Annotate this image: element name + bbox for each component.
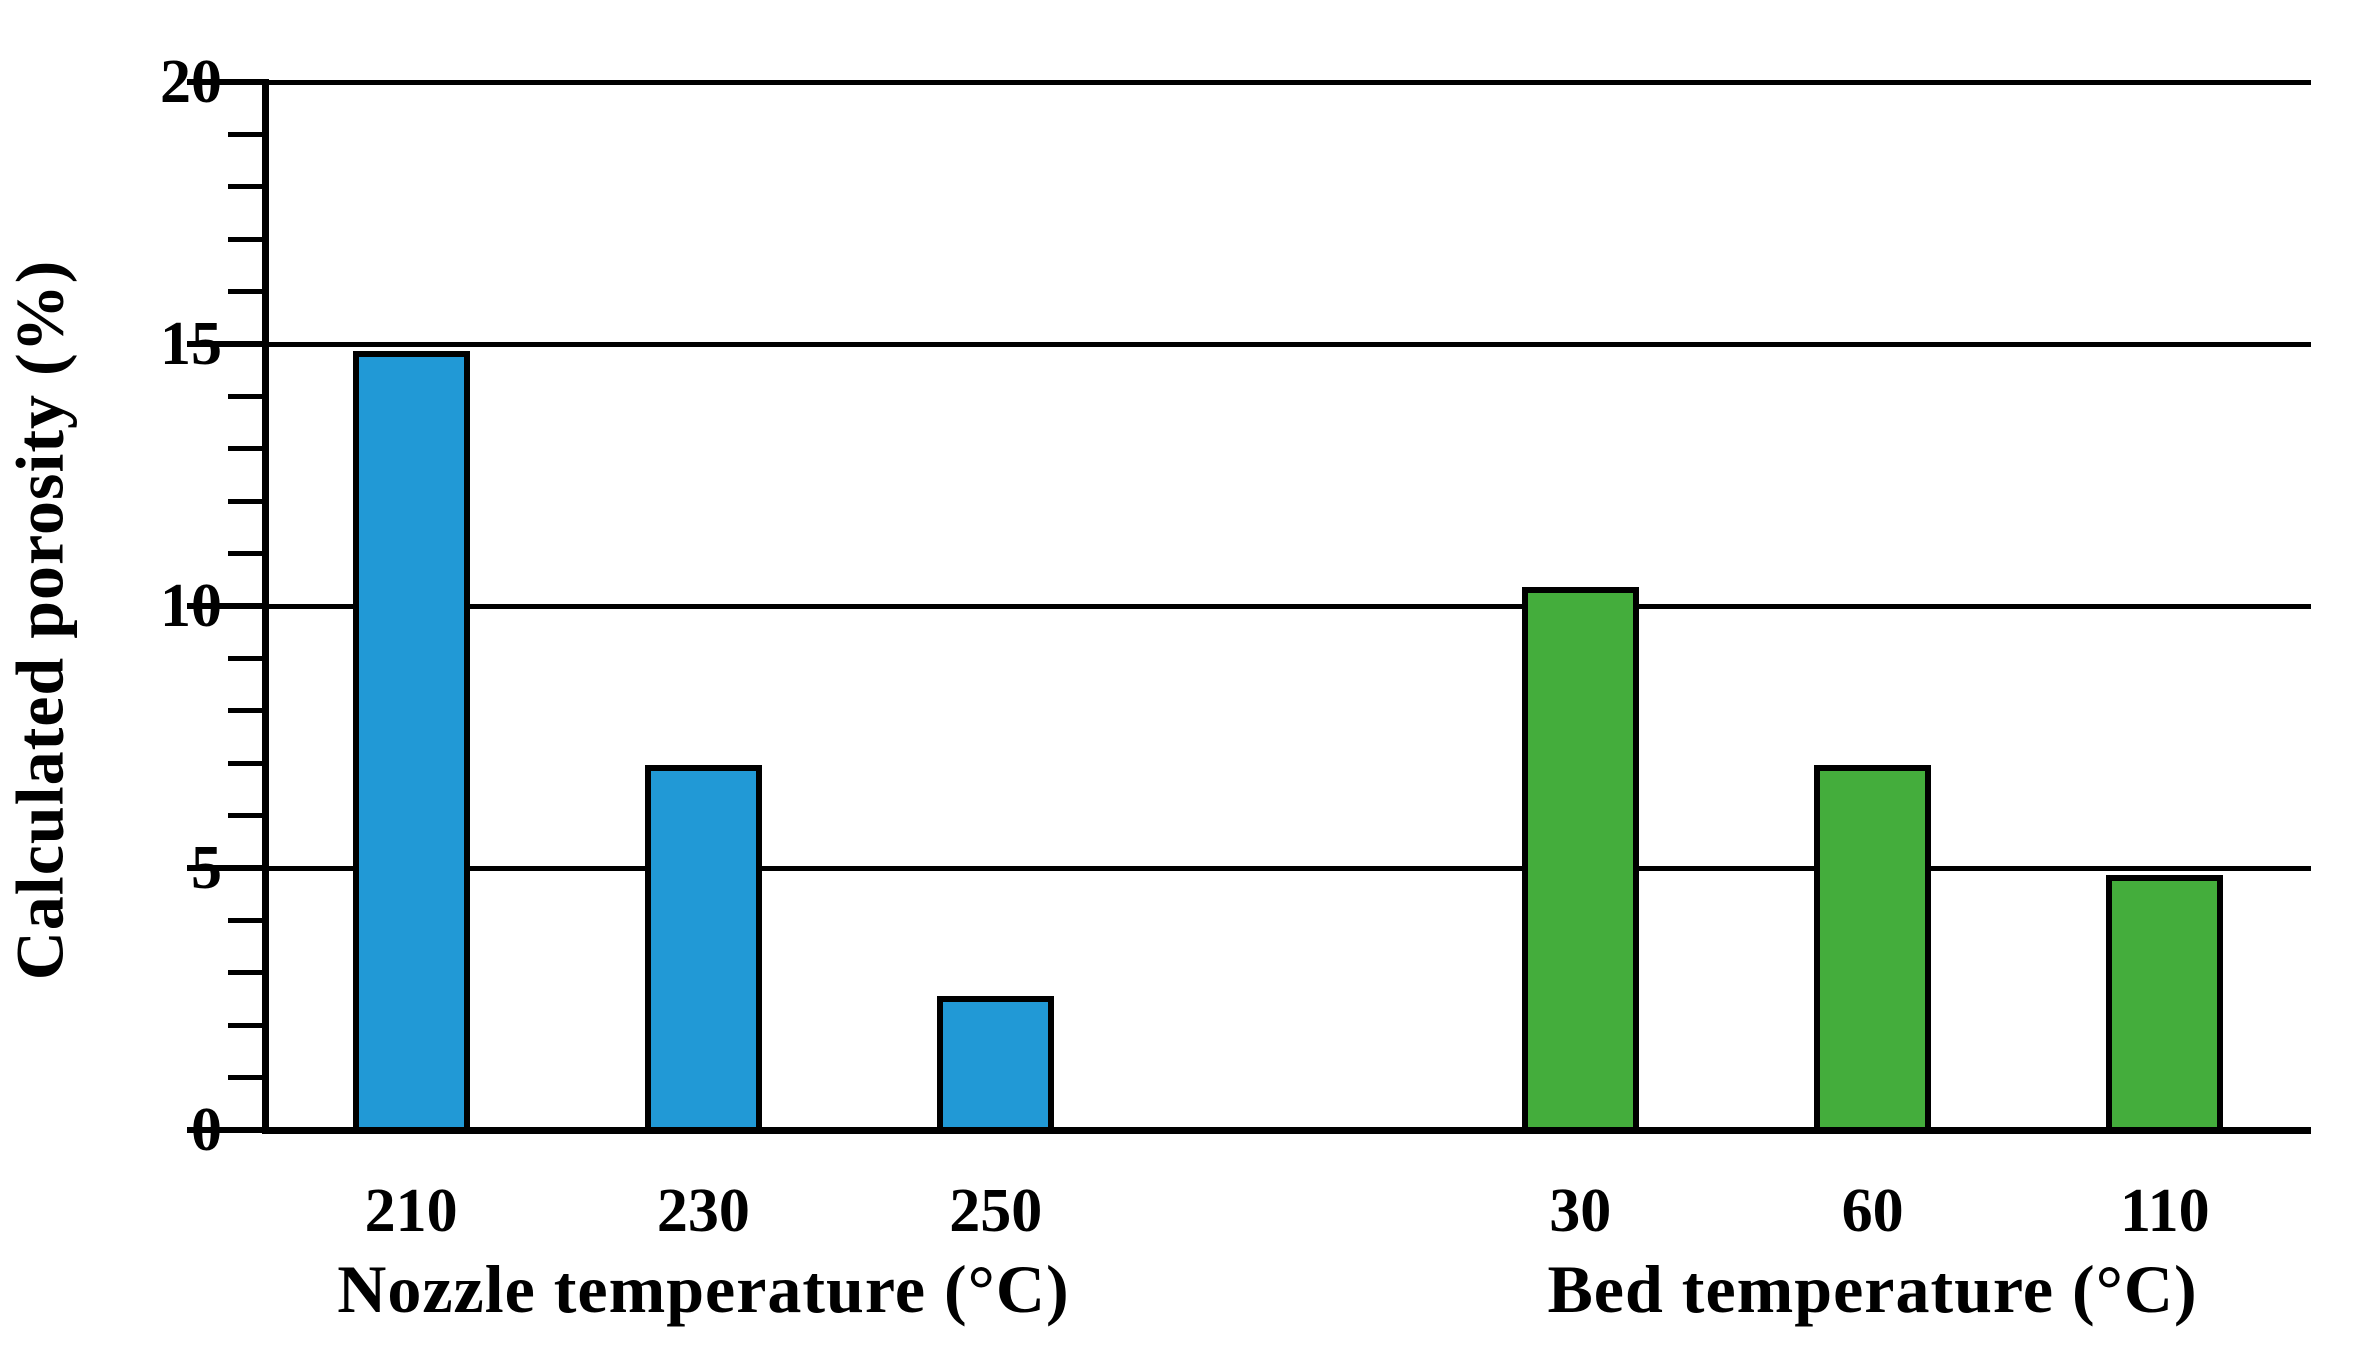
y-minor-tick-16: [228, 289, 265, 295]
y-tick-label-20: 20: [160, 48, 222, 116]
y-axis-line: [262, 79, 269, 1134]
y-minor-tick-3: [228, 970, 265, 976]
x-tick-label-210: 210: [364, 1177, 458, 1245]
bar-210: [352, 351, 470, 1133]
x-axis-title-bed: Bed temperature (°C): [1547, 1251, 2198, 1327]
y-major-tick-5: [187, 865, 265, 871]
x-tick-label-230: 230: [656, 1177, 750, 1245]
y-tick-label-10: 10: [160, 572, 222, 640]
y-minor-tick-12: [228, 498, 265, 504]
bar-60: [1814, 765, 1932, 1133]
bar-230: [644, 765, 762, 1133]
y-tick-label-5: 5: [191, 834, 222, 902]
gridline-5: [265, 865, 2311, 871]
y-major-tick-0: [187, 1127, 265, 1133]
y-minor-tick-4: [228, 917, 265, 923]
gridline-15: [265, 341, 2311, 347]
y-major-tick-10: [187, 603, 265, 609]
y-minor-tick-1: [228, 1075, 265, 1081]
x-axis-line: [262, 1127, 2311, 1134]
x-tick-label-30: 30: [1549, 1177, 1612, 1245]
gridline-10: [265, 603, 2311, 609]
x-tick-label-110: 110: [2120, 1177, 2210, 1245]
y-minor-tick-8: [228, 708, 265, 714]
x-axis-title-nozzle: Nozzle temperature (°C): [337, 1251, 1070, 1327]
y-tick-label-0: 0: [191, 1096, 222, 1164]
x-tick-label-250: 250: [949, 1177, 1043, 1245]
bar-250: [937, 996, 1055, 1133]
y-major-tick-15: [187, 341, 265, 347]
y-tick-label-15: 15: [160, 310, 222, 378]
y-minor-tick-17: [228, 236, 265, 242]
y-major-tick-20: [187, 79, 265, 85]
y-minor-tick-11: [228, 551, 265, 557]
y-minor-tick-13: [228, 446, 265, 452]
y-minor-tick-7: [228, 760, 265, 766]
y-minor-tick-6: [228, 813, 265, 819]
y-minor-tick-19: [228, 131, 265, 137]
bar-110: [2106, 875, 2224, 1133]
bar-30: [1521, 587, 1639, 1133]
y-minor-tick-9: [228, 655, 265, 661]
y-minor-tick-2: [228, 1022, 265, 1028]
y-minor-tick-14: [228, 393, 265, 399]
x-tick-label-60: 60: [1841, 1177, 1904, 1245]
y-minor-tick-18: [228, 184, 265, 190]
gridline-20: [265, 79, 2311, 85]
